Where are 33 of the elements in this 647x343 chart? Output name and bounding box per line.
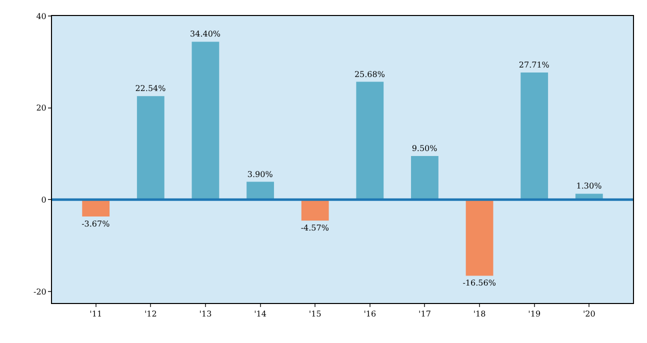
data-label: 27.71% (518, 60, 550, 70)
bar (356, 82, 384, 200)
bar (520, 72, 548, 200)
bar (301, 200, 329, 221)
x-tick-label: '14 (254, 310, 266, 319)
x-tick-label: '12 (144, 310, 157, 319)
bar (136, 96, 164, 200)
data-label: -16.56% (462, 278, 496, 288)
y-tick-label: 40 (36, 12, 46, 21)
x-tick-label: '20 (582, 310, 596, 319)
x-tick-label: '19 (528, 310, 541, 319)
y-tick-label: 20 (36, 104, 46, 113)
x-tick-label: '13 (199, 310, 212, 319)
bar (411, 156, 438, 200)
bar (82, 200, 110, 217)
data-label: 1.30% (576, 182, 602, 191)
x-tick-label: '15 (308, 310, 322, 319)
data-label: -3.67% (82, 220, 110, 229)
data-label: 25.68% (354, 70, 386, 79)
bar (192, 42, 220, 200)
data-label: 9.50% (412, 144, 438, 154)
data-label: 3.90% (247, 170, 274, 179)
x-tick-label: '11 (90, 310, 102, 319)
y-tick-label: 0 (41, 195, 46, 204)
bar (466, 200, 494, 276)
x-tick-label: '17 (418, 310, 431, 319)
data-label: -4.57% (300, 224, 330, 233)
x-tick-label: '18 (473, 310, 486, 319)
x-tick-label: '16 (364, 310, 376, 319)
data-label: 34.40% (190, 30, 221, 39)
y-tick-label: -20 (34, 287, 46, 296)
bar (246, 182, 274, 200)
data-label: 22.54% (135, 84, 166, 94)
